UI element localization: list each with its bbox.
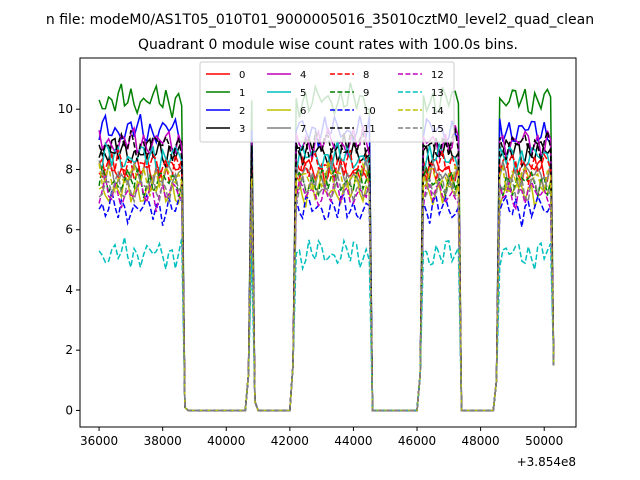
x-tick-label: 38000	[144, 434, 182, 448]
y-tick-label: 10	[58, 102, 73, 116]
legend-label-14: 14	[431, 106, 444, 117]
y-axis: 0 2 4 6 8 10	[58, 102, 80, 417]
chart-title: Quadrant 0 module wise count rates with …	[138, 37, 518, 53]
y-tick-label: 8	[65, 162, 73, 176]
x-tick-label: 50000	[525, 434, 563, 448]
x-axis: 36000 38000 40000 42000 44000 46000 48000 50000	[80, 427, 563, 448]
x-tick-label: 48000	[462, 434, 500, 448]
y-tick-label: 6	[65, 223, 73, 237]
legend-label-10: 10	[363, 106, 376, 117]
series-line-12	[98, 175, 555, 412]
y-tick-label: 4	[65, 283, 73, 297]
legend-label-4: 4	[300, 70, 306, 81]
legend-frame	[199, 61, 455, 143]
legend-label-11: 11	[363, 124, 376, 135]
legend-label-2: 2	[239, 106, 245, 117]
legend-label-3: 3	[239, 124, 245, 135]
legend-label-1: 1	[239, 88, 245, 99]
series-line-6	[98, 172, 555, 412]
x-tick-label: 44000	[334, 434, 372, 448]
legend-label-7: 7	[300, 124, 306, 135]
legend-label-15: 15	[431, 124, 444, 135]
legend-label-13: 13	[431, 88, 444, 99]
x-tick-label: 42000	[271, 434, 309, 448]
legend-label-8: 8	[363, 70, 369, 81]
x-axis-offset-label: +3.854e8	[517, 455, 576, 469]
legend-label-6: 6	[300, 106, 306, 117]
x-tick-label: 40000	[207, 434, 245, 448]
series-line-10	[98, 190, 555, 412]
y-tick-label: 2	[65, 343, 73, 357]
chart-suptitle: n file: modeM0/AS1T05_010T01_9000005016_…	[46, 12, 594, 28]
x-tick-label: 36000	[80, 434, 118, 448]
legend-label-0: 0	[239, 70, 245, 81]
plot-area-frame	[79, 57, 577, 428]
legend-label-9: 9	[363, 88, 369, 99]
series-line-15	[98, 169, 555, 412]
series-line-13	[98, 237, 555, 412]
y-tick-label: 0	[65, 403, 73, 417]
legend-label-12: 12	[431, 70, 444, 81]
x-tick-label: 46000	[398, 434, 436, 448]
legend-label-5: 5	[300, 88, 306, 99]
